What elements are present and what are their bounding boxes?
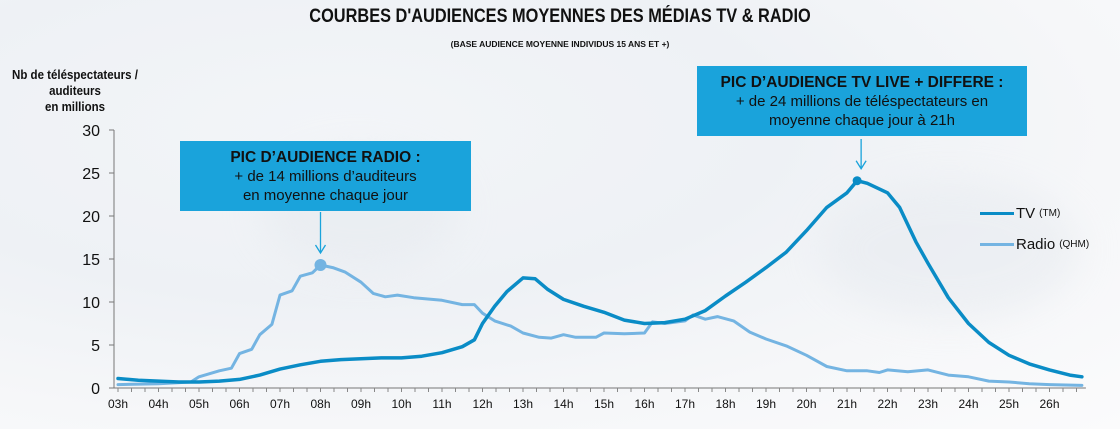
y-tick-label: 25 [82, 166, 100, 183]
y-tick-label: 10 [82, 295, 100, 312]
y-tick-label: 30 [82, 123, 100, 140]
tv-callout-line2: moyenne chaque jour à 21h [769, 112, 955, 129]
series-line-radio [116, 263, 1084, 387]
x-tick-label: 20h [796, 397, 816, 411]
x-tick-label: 08h [310, 397, 330, 411]
legend-label-tv: TV [1016, 205, 1036, 222]
x-tick-label: 12h [472, 397, 492, 411]
y-axis-label-line2: en millions [44, 100, 106, 114]
x-tick-label: 16h [634, 397, 654, 411]
y-axis-label: Nb de téléspectateurs / auditeurs en mil… [6, 67, 144, 115]
x-tick-label: 03h [108, 397, 128, 411]
peak-marker-tv [852, 176, 862, 186]
series-line-tv [116, 178, 1084, 384]
tv-peak-callout: PIC D’AUDIENCE TV LIVE + DIFFERE : + de … [697, 66, 1027, 136]
radio-peak-callout: PIC D’AUDIENCE RADIO : + de 14 millions … [180, 141, 471, 211]
y-tick-label: 15 [82, 252, 100, 269]
chart-title: COURBES D'AUDIENCES MOYENNES DES MÉDIAS … [309, 6, 811, 27]
x-tick-label: 19h [756, 397, 776, 411]
tv-callout-line1: + de 24 millions de téléspectateurs en [735, 93, 989, 110]
tv-callout-heading: PIC D’AUDIENCE TV LIVE + DIFFERE : [720, 74, 1004, 91]
radio-callout-line2: en moyenne chaque jour [242, 187, 409, 204]
x-tick-label: 15h [594, 397, 614, 411]
peak-marker-radio [314, 259, 327, 272]
legend-note-radio: (QHM) [1059, 239, 1090, 250]
x-tick-label: 07h [270, 397, 290, 411]
x-tick-label: 14h [553, 397, 573, 411]
x-tick-label: 25h [999, 397, 1019, 411]
x-tick-label: 13h [513, 397, 533, 411]
legend-note-tv: (TM) [1039, 208, 1061, 219]
arrow-head-radio-icon [314, 244, 327, 255]
x-tick-label: 17h [675, 397, 695, 411]
x-tick-label: 06h [229, 397, 249, 411]
x-tick-label: 11h [432, 397, 451, 411]
y-tick-label: 0 [91, 381, 100, 398]
arrow-head-tv-icon [855, 160, 867, 170]
x-tick-label: 22h [877, 397, 897, 411]
x-tick-label: 10h [391, 397, 411, 411]
x-tick-label: 21h [837, 397, 857, 411]
y-tick-label: 5 [91, 338, 100, 355]
legend-item-tv: TV (TM) [980, 205, 1060, 222]
legend-label-radio: Radio [1016, 236, 1056, 253]
legend-swatch-tv [980, 212, 1014, 215]
x-tick-label: 09h [351, 397, 371, 411]
x-tick-label: 18h [715, 397, 735, 411]
x-tick-label: 23h [918, 397, 938, 411]
chart-subtitle: (BASE AUDIENCE MOYENNE INDIVIDUS 15 ANS … [450, 39, 670, 49]
x-tick-label: 05h [189, 397, 209, 411]
radio-callout-heading: PIC D’AUDIENCE RADIO : [230, 149, 421, 166]
x-tick-label: 26h [1039, 397, 1059, 411]
background-snow [820, 180, 1080, 320]
legend-item-radio: Radio (QHM) [980, 236, 1089, 253]
y-tick-label: 20 [82, 209, 100, 226]
x-tick-label: 04h [148, 397, 168, 411]
y-axis-label-line1: Nb de téléspectateurs / auditeurs [12, 68, 138, 98]
legend-swatch-radio [980, 243, 1014, 246]
radio-callout-line1: + de 14 millions d’auditeurs [234, 168, 417, 185]
x-tick-label: 24h [958, 397, 978, 411]
